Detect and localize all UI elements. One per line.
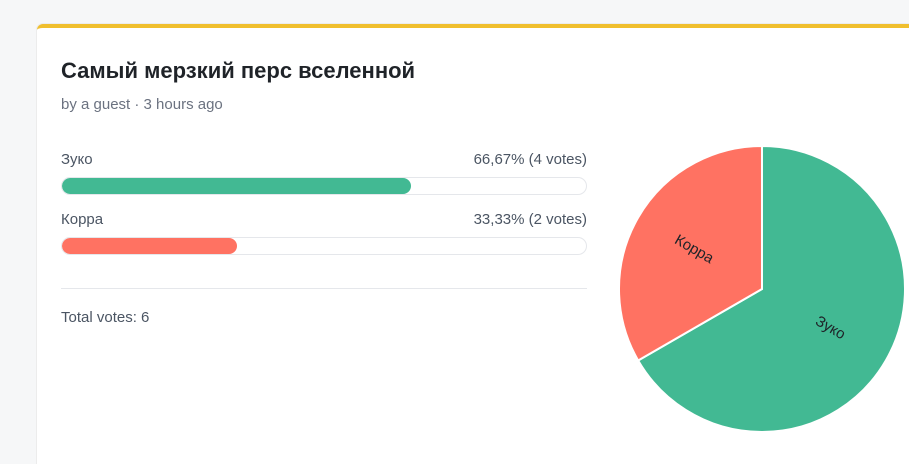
option-result: 33,33% (2 votes) (473, 211, 587, 228)
option-bar-track (61, 177, 587, 195)
option-bar-track (61, 237, 587, 255)
poll-option-korra: Корра 33,33% (2 votes) (61, 210, 587, 270)
option-label: Зуко (61, 151, 93, 168)
option-bar-fill (62, 238, 237, 254)
pie-slice-0 (636, 144, 906, 433)
option-label: Корра (61, 211, 104, 228)
poll-title: Самый мерзкий перс вселенной (61, 58, 416, 83)
option-bar-fill (62, 178, 412, 194)
pie-slice-1 (618, 144, 763, 362)
pie-chart: Зуко Корра (618, 144, 909, 438)
option-result: 66,67% (4 votes) (473, 151, 587, 168)
poll-option-zuko: Зуко 66,67% (4 votes) (61, 150, 587, 210)
divider (61, 288, 587, 289)
total-votes: Total votes: 6 (61, 309, 150, 326)
poll-options: Зуко 66,67% (4 votes) Корра 33,33% (2 vo… (61, 150, 587, 270)
poll-meta: by a guest · 3 hours ago (61, 96, 223, 113)
poll-card: Самый мерзкий перс вселенной by a guest … (37, 24, 909, 464)
